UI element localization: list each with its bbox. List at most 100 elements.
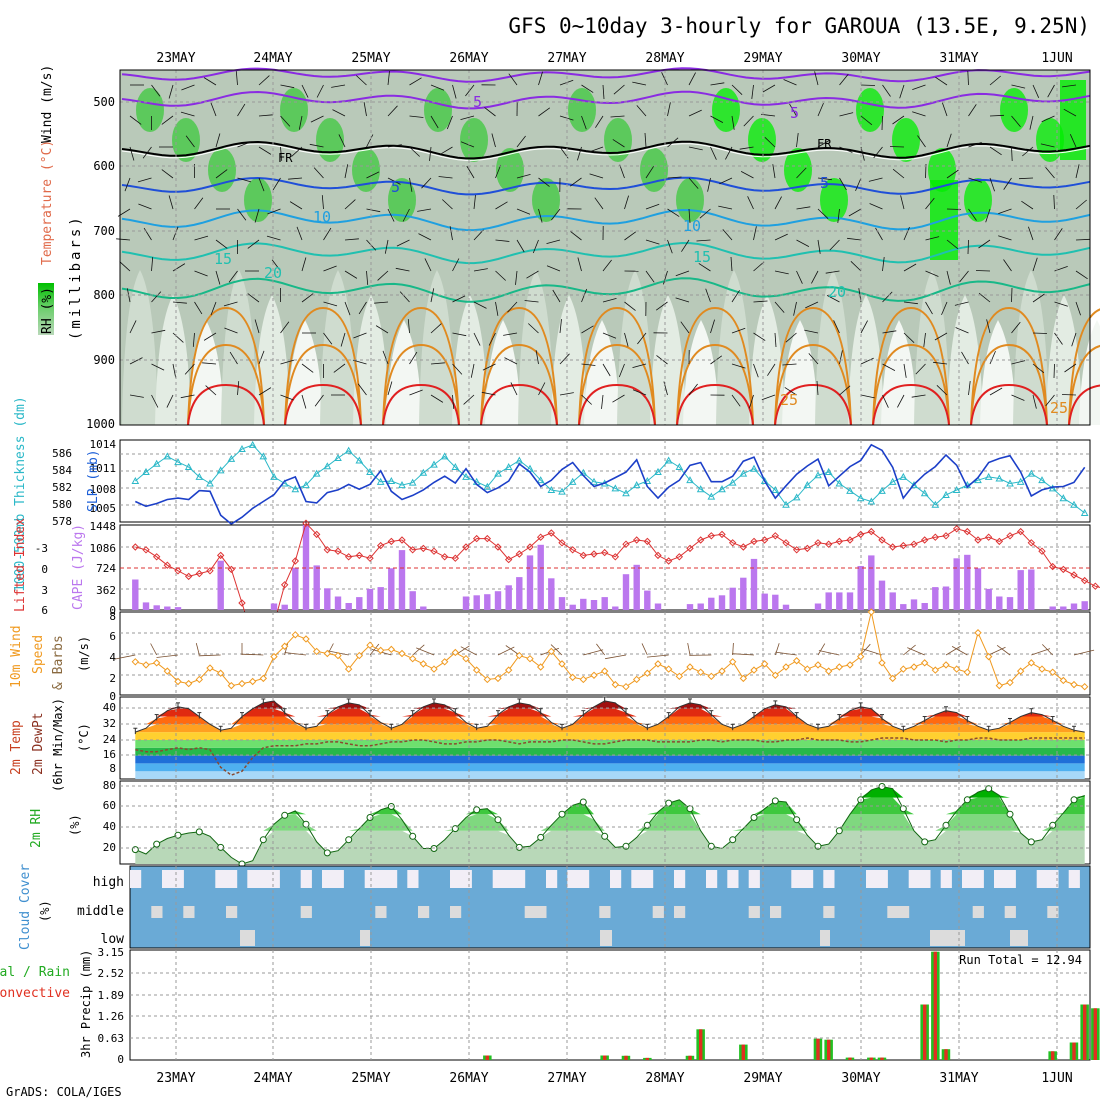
thickness-point bbox=[398, 481, 406, 489]
wind-barb bbox=[323, 332, 333, 345]
wind-barb bbox=[882, 394, 889, 408]
cloud-clear-high bbox=[215, 870, 227, 888]
wind10m-barb bbox=[1042, 644, 1053, 656]
wind-barb bbox=[538, 382, 546, 396]
wind-barb bbox=[774, 332, 777, 348]
wind10m-barb bbox=[416, 647, 435, 656]
thickness-point bbox=[760, 476, 769, 484]
slp-thickness-panel: 586 584 582 580 578 1014 1011 1008 1005 … bbox=[13, 396, 1091, 592]
wind-barb bbox=[363, 102, 367, 117]
cape-bar bbox=[366, 588, 374, 610]
wind-barb bbox=[882, 291, 893, 303]
upper-ytick-1000: 1000 bbox=[86, 417, 115, 431]
wind-barb bbox=[681, 239, 690, 252]
wind-barb bbox=[185, 135, 195, 148]
thickness-point bbox=[984, 472, 993, 480]
wind-barb bbox=[124, 177, 131, 192]
wind-barb bbox=[172, 263, 186, 272]
rh-shade-moist bbox=[820, 178, 848, 222]
date-label-top: 24MAY bbox=[253, 51, 292, 66]
li-point bbox=[771, 532, 780, 540]
cape-bar bbox=[622, 574, 630, 610]
date-label-top: 1JUN bbox=[1041, 51, 1072, 66]
cloud-clear-middle bbox=[524, 906, 536, 918]
wind-barb bbox=[538, 71, 543, 86]
wind-barb bbox=[667, 239, 673, 254]
wind-barb bbox=[753, 332, 766, 341]
wind10m-barb bbox=[862, 648, 883, 656]
rh2m-point bbox=[259, 836, 267, 844]
wind10m-speed-point bbox=[344, 665, 353, 673]
wind-barb bbox=[192, 332, 195, 347]
rh2m-point bbox=[899, 805, 907, 813]
wind-barb bbox=[366, 171, 380, 179]
wind-barb bbox=[632, 363, 647, 368]
wind-barb bbox=[619, 164, 625, 179]
li-point bbox=[366, 554, 374, 562]
thickness-point bbox=[942, 490, 950, 498]
wind-barb bbox=[258, 75, 270, 86]
wind-barb bbox=[959, 270, 969, 283]
wind-barb bbox=[1045, 167, 1055, 179]
wind-barb bbox=[868, 177, 883, 182]
date-axis-top: 23MAY 24MAY 25MAY 26MAY 27MAY 28MAY 29MAY 30MAY… bbox=[156, 51, 1072, 66]
wind-barb bbox=[409, 177, 413, 192]
thickness-point bbox=[430, 460, 438, 468]
wind-barb bbox=[375, 325, 389, 334]
wind-barb bbox=[559, 353, 570, 365]
thickness-point bbox=[536, 476, 545, 484]
wind10m-speed-point bbox=[238, 679, 246, 688]
cape-bar bbox=[174, 607, 182, 610]
rh2m-point bbox=[409, 832, 417, 840]
wind-barb bbox=[344, 301, 351, 316]
wind-barb bbox=[632, 389, 647, 396]
temp-band bbox=[135, 700, 1085, 709]
cape-bar bbox=[164, 606, 171, 610]
thickness-point bbox=[920, 489, 929, 497]
wind10m-speed-point bbox=[526, 654, 534, 663]
wind-barb bbox=[589, 146, 604, 153]
cloud-clear-high bbox=[1068, 870, 1080, 888]
wind-barb bbox=[581, 84, 594, 93]
cloud-clear-high bbox=[1047, 870, 1059, 888]
wind-barb bbox=[903, 301, 918, 305]
wind10m-speed-point bbox=[600, 667, 609, 675]
wind-barb bbox=[688, 109, 702, 117]
wind-barb bbox=[229, 351, 238, 365]
wind-barb bbox=[516, 208, 531, 215]
wind10m-barb bbox=[988, 646, 1006, 656]
cloud-clear-high bbox=[791, 870, 803, 888]
date-label-top: 27MAY bbox=[547, 51, 586, 66]
wind-barb bbox=[961, 351, 969, 365]
upper-legend-wind: Wind (m/s) bbox=[40, 65, 55, 143]
wind-barb bbox=[280, 84, 295, 89]
cape-bar bbox=[996, 596, 1003, 610]
date-label-bottom: 25MAY bbox=[351, 1071, 390, 1086]
wind-barb bbox=[142, 146, 152, 159]
wind10m-speed-point bbox=[536, 663, 545, 671]
wind-barb bbox=[796, 167, 807, 179]
cloud-clear-high bbox=[908, 870, 920, 888]
wind-barb bbox=[848, 208, 862, 217]
wind10m-speed-point bbox=[462, 654, 470, 663]
wind10m-speed-point bbox=[824, 667, 833, 675]
wind-barb bbox=[228, 270, 238, 283]
wind10m-speed-point bbox=[856, 652, 865, 661]
rh2m-axis: 80 60 40 20 bbox=[103, 779, 116, 854]
wind-barb bbox=[718, 205, 733, 210]
li-point bbox=[142, 546, 150, 554]
wind-barb bbox=[301, 363, 314, 373]
cloud-clear-middle bbox=[535, 906, 547, 918]
temp2m-panel: 40 32 24 16 8 2m Temp 2m DewPt (6hr Min/… bbox=[9, 696, 1091, 792]
wind-barb bbox=[323, 301, 338, 307]
wind-barb bbox=[985, 208, 991, 223]
wind-barb bbox=[762, 84, 776, 93]
isotherm-30-dome bbox=[382, 343, 460, 426]
wind10m-speed-point bbox=[942, 661, 950, 669]
li-point bbox=[643, 537, 652, 546]
wind-barb bbox=[1021, 200, 1034, 210]
wind-barb bbox=[731, 394, 741, 407]
wind-barb bbox=[1075, 238, 1091, 241]
wind-barb bbox=[280, 321, 290, 334]
li-point bbox=[504, 555, 513, 564]
